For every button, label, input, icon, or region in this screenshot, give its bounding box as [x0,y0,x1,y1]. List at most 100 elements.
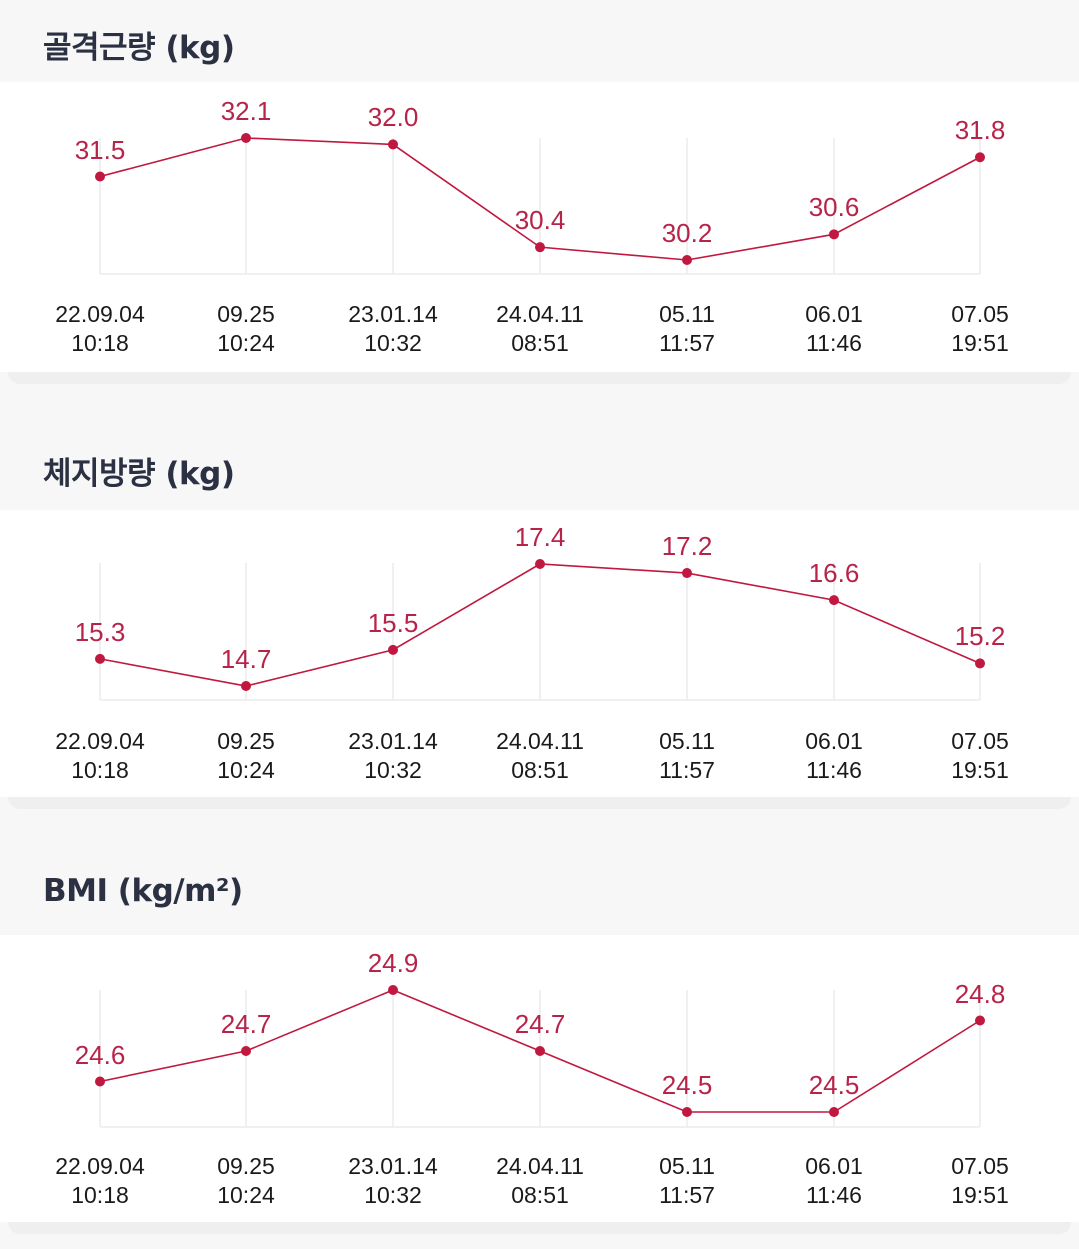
data-point[interactable] [975,658,985,669]
body-fat-title: 체지방량 (kg) [43,456,235,492]
x-axis-label: 05.11 11:57 [617,727,757,785]
time-label: 11:46 [806,330,862,356]
date-label: 22.09.04 [55,301,145,327]
x-axis-label: 09.25 10:24 [176,1152,316,1210]
line-chart [95,985,985,1128]
data-point[interactable] [388,644,398,655]
data-value-label: 15.5 [367,607,419,638]
data-value-label: 24.7 [220,1009,272,1039]
data-point[interactable] [95,653,105,664]
x-axis-label: 05.11 11:57 [617,1152,757,1210]
body-fat-header: 체지방량 (kg) [0,384,1079,510]
date-label: 07.05 [951,1153,1009,1179]
time-label: 11:57 [659,1182,715,1208]
data-value-label: 24.5 [661,1070,713,1100]
x-axis-label: 09.25 10:24 [176,300,316,358]
x-axis-label: 06.01 11:46 [764,300,904,358]
x-axis-label: 06.01 11:46 [764,727,904,785]
data-value-label: 24.6 [74,1039,126,1070]
skeletal-muscle-chart-card: 31.5 32.1 32.0 30.4 30.2 30.6 31.8 22.09.04 10:1… [0,82,1079,372]
data-value-label: 14.7 [220,644,272,674]
date-label: 24.04.11 [496,1153,584,1179]
data-point[interactable] [241,133,251,143]
bmi-title: BMI (kg/m²) [43,873,243,909]
data-value-label: 24.7 [514,1009,566,1039]
x-axis-label: 06.01 11:46 [764,1152,904,1210]
data-value-label: 15.3 [74,616,126,647]
time-label: 11:46 [806,1182,862,1208]
data-value-label: 30.6 [808,192,860,223]
date-label: 23.01.14 [348,301,438,327]
bmi-chart-card: 24.6 24.7 24.9 24.7 24.5 24.5 24.8 22.09.04 10:1… [0,935,1079,1222]
date-label: 23.01.14 [348,1153,438,1179]
date-label: 07.05 [951,728,1009,754]
time-label: 10:32 [364,330,422,356]
data-point[interactable] [535,1046,545,1056]
time-label: 08:51 [511,330,569,356]
time-label: 11:46 [806,757,862,783]
data-point[interactable] [535,559,545,569]
date-label: 05.11 [659,728,715,754]
date-label: 06.01 [805,301,863,327]
date-label: 09.25 [217,728,275,754]
data-value-label: 32.1 [220,96,272,126]
x-axis-label: 24.04.11 08:51 [470,1152,610,1210]
time-label: 10:18 [71,330,129,356]
data-value-label: 30.4 [514,205,566,236]
data-point[interactable] [975,152,985,163]
data-value-label: 17.4 [514,522,566,552]
data-value-label: 31.5 [74,134,126,165]
date-label: 06.01 [805,728,863,754]
data-value-label: 32.0 [367,102,419,133]
data-point[interactable] [829,595,839,606]
x-axis-label: 22.09.04 10:18 [30,727,170,785]
date-label: 24.04.11 [496,301,584,327]
time-label: 10:18 [71,757,129,783]
card-shadow [8,372,1071,384]
line-chart [95,559,985,701]
date-label: 05.11 [659,301,715,327]
data-value-label: 24.9 [367,948,419,978]
date-label: 23.01.14 [348,728,438,754]
bmi-header: BMI (kg/m²) [0,809,1079,935]
card-shadow [8,797,1071,809]
data-point[interactable] [829,229,839,240]
date-label: 09.25 [217,1153,275,1179]
data-point[interactable] [95,171,105,182]
data-point[interactable] [829,1107,839,1117]
data-point[interactable] [241,1046,251,1056]
time-label: 11:57 [659,330,715,356]
date-label: 24.04.11 [496,728,584,754]
data-point[interactable] [535,242,545,253]
line-chart [95,133,985,275]
data-value-label: 30.2 [661,218,713,248]
data-point[interactable] [241,681,251,691]
data-point[interactable] [682,568,692,579]
time-label: 10:32 [364,1182,422,1208]
date-label: 07.05 [951,301,1009,327]
body-fat-chart-card: 15.3 14.7 15.5 17.4 17.2 16.6 15.2 22.09.04 10:1… [0,510,1079,797]
time-label: 10:24 [217,1182,275,1208]
date-label: 22.09.04 [55,1153,145,1179]
x-axis-label: 07.05 19:51 [910,727,1050,785]
date-label: 09.25 [217,301,275,327]
data-point[interactable] [682,255,692,265]
data-point[interactable] [388,985,398,995]
x-axis-label: 23.01.14 10:32 [323,300,463,358]
data-value-label: 17.2 [661,531,713,562]
data-value-label: 24.8 [954,978,1006,1009]
time-label: 19:51 [951,330,1009,356]
data-point[interactable] [95,1076,105,1087]
data-point[interactable] [388,139,398,150]
x-axis-label: 23.01.14 10:32 [323,727,463,785]
data-point[interactable] [975,1015,985,1026]
data-value-label: 24.5 [808,1070,860,1100]
data-value-label: 31.8 [954,115,1006,146]
data-point[interactable] [682,1107,692,1117]
time-label: 11:57 [659,757,715,783]
time-label: 10:24 [217,757,275,783]
time-label: 08:51 [511,1182,569,1208]
x-axis-label: 09.25 10:24 [176,727,316,785]
x-axis-label: 22.09.04 10:18 [30,300,170,358]
time-label: 19:51 [951,1182,1009,1208]
